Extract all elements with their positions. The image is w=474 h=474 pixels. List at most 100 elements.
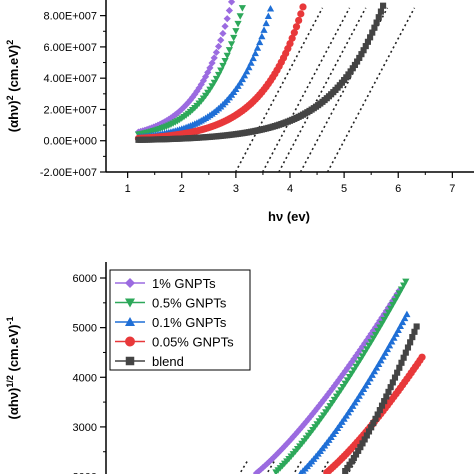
data-point — [296, 425, 304, 433]
data-point — [214, 71, 223, 79]
data-point — [391, 374, 399, 381]
data-point — [210, 54, 218, 62]
data-point — [347, 68, 354, 75]
data-point — [299, 3, 307, 11]
data-point — [368, 424, 375, 431]
legend-label: 0.5% GNPTs — [152, 296, 227, 311]
data-point — [251, 49, 259, 57]
data-point — [236, 79, 244, 86]
data-point — [227, 41, 236, 48]
data-point — [418, 353, 426, 361]
data-point — [348, 458, 355, 465]
data-point — [359, 440, 366, 447]
data-point — [354, 58, 361, 65]
data-point — [217, 36, 225, 44]
bottom-plot: 20003000400050006000 (αhν)1/2 (cm.eV)-1 … — [5, 262, 426, 474]
bottom-y-tick-label: 2000 — [73, 472, 97, 474]
data-point — [212, 48, 220, 56]
data-point — [377, 8, 384, 15]
data-point — [365, 333, 373, 341]
legend-marker — [125, 278, 135, 288]
data-point — [372, 364, 381, 371]
data-point — [344, 464, 351, 472]
data-point — [377, 356, 385, 364]
data-point — [292, 23, 301, 31]
data-point — [337, 373, 345, 381]
legend-marker — [125, 317, 135, 326]
data-point — [366, 374, 374, 382]
legend-label: 0.05% GNPTs — [152, 335, 234, 350]
data-point — [253, 44, 262, 51]
data-point — [180, 103, 188, 111]
bottom-y-tick-label: 6000 — [73, 273, 97, 285]
tangent-line — [299, 7, 389, 173]
data-point — [227, 0, 236, 6]
top-y-tick-label: 2.00E+007 — [43, 104, 97, 116]
data-point — [266, 5, 275, 12]
data-point — [249, 54, 257, 62]
data-point — [371, 24, 378, 31]
data-point — [349, 65, 356, 72]
data-point — [287, 435, 295, 443]
data-point — [396, 322, 404, 330]
data-point — [380, 2, 387, 9]
data-point — [268, 455, 276, 464]
top-y-tick-label: 0.00E+000 — [43, 136, 97, 148]
data-point — [372, 415, 379, 422]
data-point — [319, 396, 328, 404]
data-point — [357, 444, 364, 451]
data-point — [364, 38, 371, 45]
legend: 1% GNPTs 0.5% GNPTs 0.1% GNPTs 0.05% GNPTs b… — [109, 269, 251, 371]
data-point — [352, 451, 360, 458]
data-point — [167, 114, 175, 122]
data-point — [243, 67, 251, 75]
data-point — [225, 6, 233, 15]
data-point — [223, 52, 231, 60]
data-point — [232, 28, 240, 35]
data-point — [346, 461, 353, 468]
legend-item: 0.05% GNPTs — [115, 335, 234, 350]
data-point — [409, 334, 416, 341]
data-point — [236, 13, 244, 20]
top-x-tick-label: 2 — [179, 183, 185, 195]
data-point — [297, 10, 305, 18]
top-y-ticks: -2.00E+007 0.00E+000 2.00E+007 4.00E+007 6.0… — [40, 11, 106, 179]
data-point — [390, 334, 398, 341]
data-point — [349, 402, 357, 409]
data-point — [219, 29, 227, 38]
tangent-line — [278, 7, 367, 173]
data-point — [398, 318, 407, 326]
data-point — [394, 369, 401, 376]
data-point — [358, 51, 365, 58]
top-y-axis-title: (αhν)2 (cm.eV)2 — [5, 40, 21, 132]
data-point — [392, 330, 400, 337]
data-point — [411, 328, 418, 335]
data-point — [263, 459, 271, 468]
data-point — [370, 367, 379, 375]
legend-label: 1% GNPTs — [152, 276, 216, 291]
data-point — [260, 26, 268, 33]
data-point — [401, 314, 409, 322]
data-point — [355, 392, 363, 399]
top-y-tick-label: 4.00E+007 — [43, 73, 97, 85]
data-point — [355, 447, 362, 454]
data-point — [365, 428, 373, 435]
data-point — [398, 359, 405, 366]
bottom-y-ticks: 2000 3000 4000 5000 6000 — [73, 273, 106, 474]
data-point — [309, 410, 317, 418]
data-point — [375, 14, 382, 21]
data-point — [217, 67, 225, 74]
data-point — [353, 395, 361, 403]
data-point — [370, 420, 377, 427]
data-point — [374, 411, 381, 418]
data-point — [285, 437, 293, 446]
series-blend — [135, 2, 387, 143]
data-point — [258, 32, 266, 40]
data-point — [400, 354, 407, 361]
legend-box — [109, 269, 251, 371]
data-point — [351, 61, 359, 69]
legend-marker — [125, 356, 135, 366]
data-point — [264, 12, 272, 20]
data-point — [360, 385, 368, 392]
